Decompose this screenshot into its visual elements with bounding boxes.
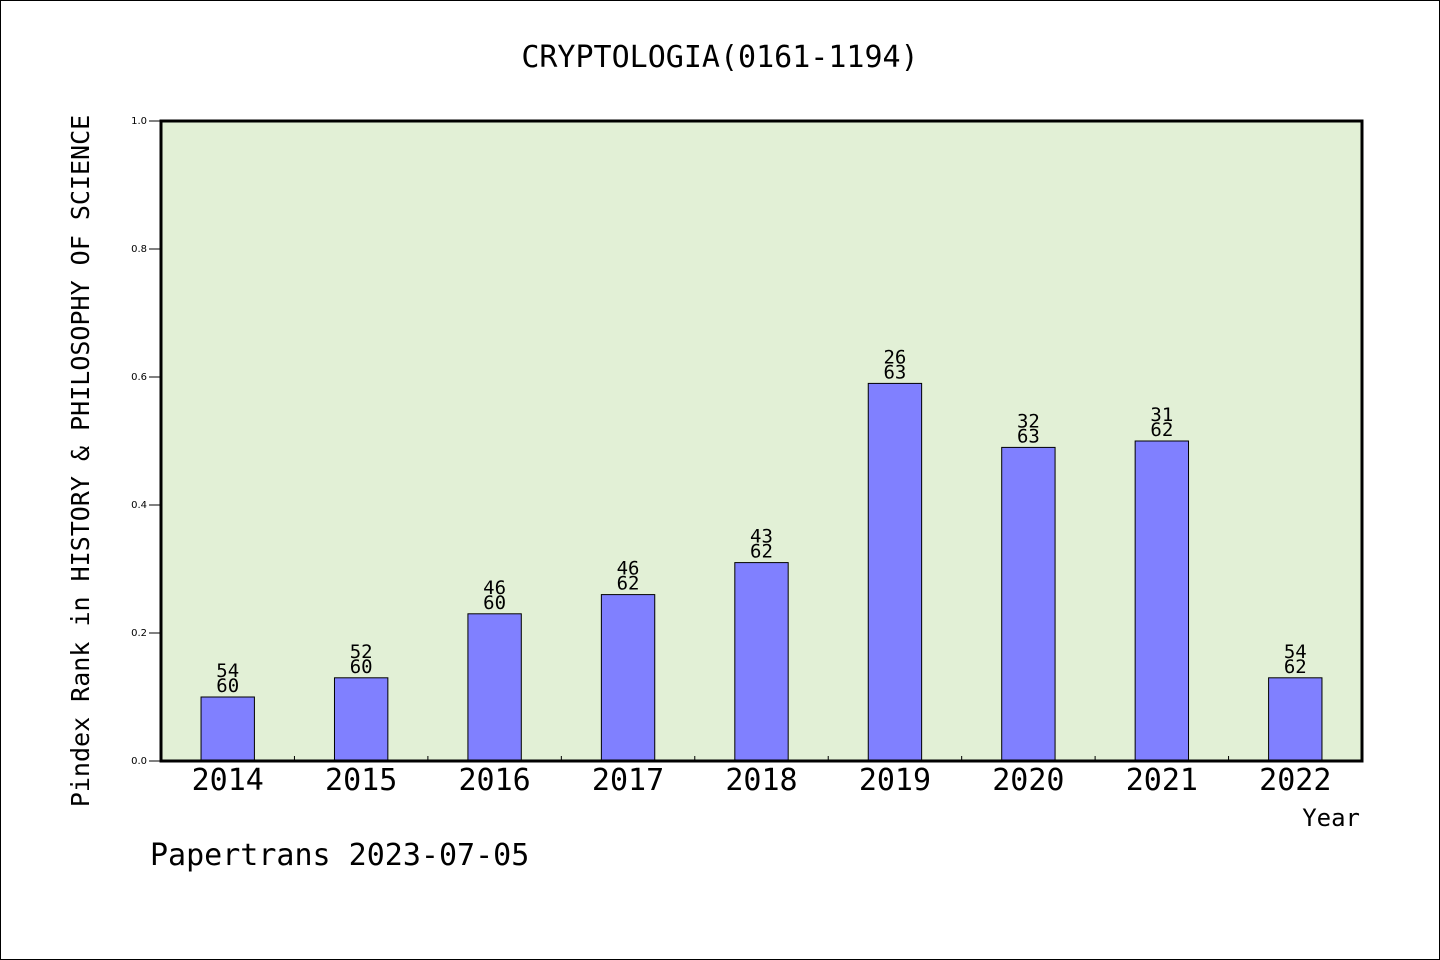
chart-title: CRYPTOLOGIA(0161-1194)	[521, 40, 918, 75]
x-tick-label-2016: 2016	[458, 763, 530, 798]
bar-label-bottom-2020: 63	[1017, 425, 1040, 447]
bar-2017	[600, 594, 656, 762]
bar-label-top-2021: 31	[1150, 404, 1173, 426]
bar-2020	[1001, 446, 1056, 762]
bar-label-top-2016: 46	[483, 577, 506, 599]
y-tick-label-0.0: 0.0	[131, 756, 147, 767]
x-tick-label-2019: 2019	[859, 763, 931, 798]
bar-label-bottom-2016: 60	[483, 592, 506, 614]
footer-credit: Papertrans 2023-07-05	[150, 838, 529, 873]
bar-label-bottom-2021: 62	[1150, 419, 1173, 441]
x-axis: 2014 2015 2016 2017 2018 2019 2020 2021 2022	[192, 756, 1331, 798]
bar-label-bottom-2014: 60	[216, 675, 239, 697]
y-tick-label-0.4: 0.4	[131, 500, 147, 511]
bars-group	[200, 382, 1323, 762]
bar-label-top-2020: 32	[1017, 410, 1040, 432]
x-tick-label-2017: 2017	[592, 763, 664, 798]
x-tick-label-2018: 2018	[725, 763, 797, 798]
bar-label-bottom-2015: 60	[350, 656, 373, 678]
y-axis-label: Pindex Rank in HISTORY & PHILOSOPHY OF S…	[66, 115, 95, 807]
bar-label-bottom-2017: 62	[617, 573, 640, 595]
y-axis: 0.0 0.2 0.4 0.6 0.8 1.0	[131, 116, 161, 767]
x-tick-label-2021: 2021	[1126, 763, 1198, 798]
bar-label-bottom-2019: 63	[883, 361, 906, 383]
x-tick-label-2022: 2022	[1259, 763, 1331, 798]
bar-label-top-2017: 46	[617, 558, 640, 580]
bar-label-bottom-2022: 62	[1284, 656, 1307, 678]
bar-2015	[333, 677, 389, 762]
y-tick-label-0.8: 0.8	[131, 244, 147, 255]
bar-2022	[1268, 677, 1323, 762]
x-tick-label-2014: 2014	[192, 763, 264, 798]
bar-2019	[867, 382, 923, 762]
bar-2018	[734, 562, 789, 762]
y-tick-label-0.6: 0.6	[131, 372, 147, 383]
bar-label-bottom-2018: 62	[750, 541, 773, 563]
bar-label-top-2015: 52	[350, 641, 373, 663]
bar-2014	[200, 696, 255, 762]
x-tick-label-2015: 2015	[325, 763, 397, 798]
bar-label-top-2022: 54	[1284, 641, 1307, 663]
bar-label-top-2019: 26	[883, 346, 906, 368]
bar-2016	[467, 613, 522, 762]
x-axis-label: Year	[1302, 804, 1360, 832]
y-tick-label-1.0: 1.0	[131, 116, 147, 127]
plot-border	[159, 119, 1364, 763]
bar-label-top-2014: 54	[216, 660, 239, 682]
x-tick-label-2020: 2020	[992, 763, 1064, 798]
bar-2021	[1134, 440, 1190, 762]
bar-label-top-2018: 43	[750, 526, 773, 548]
y-tick-label-0.2: 0.2	[131, 628, 147, 639]
